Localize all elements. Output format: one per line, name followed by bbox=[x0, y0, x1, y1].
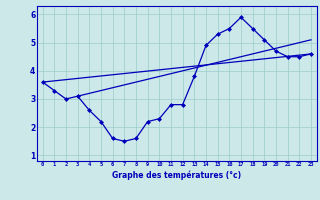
X-axis label: Graphe des températures (°c): Graphe des températures (°c) bbox=[112, 170, 241, 180]
